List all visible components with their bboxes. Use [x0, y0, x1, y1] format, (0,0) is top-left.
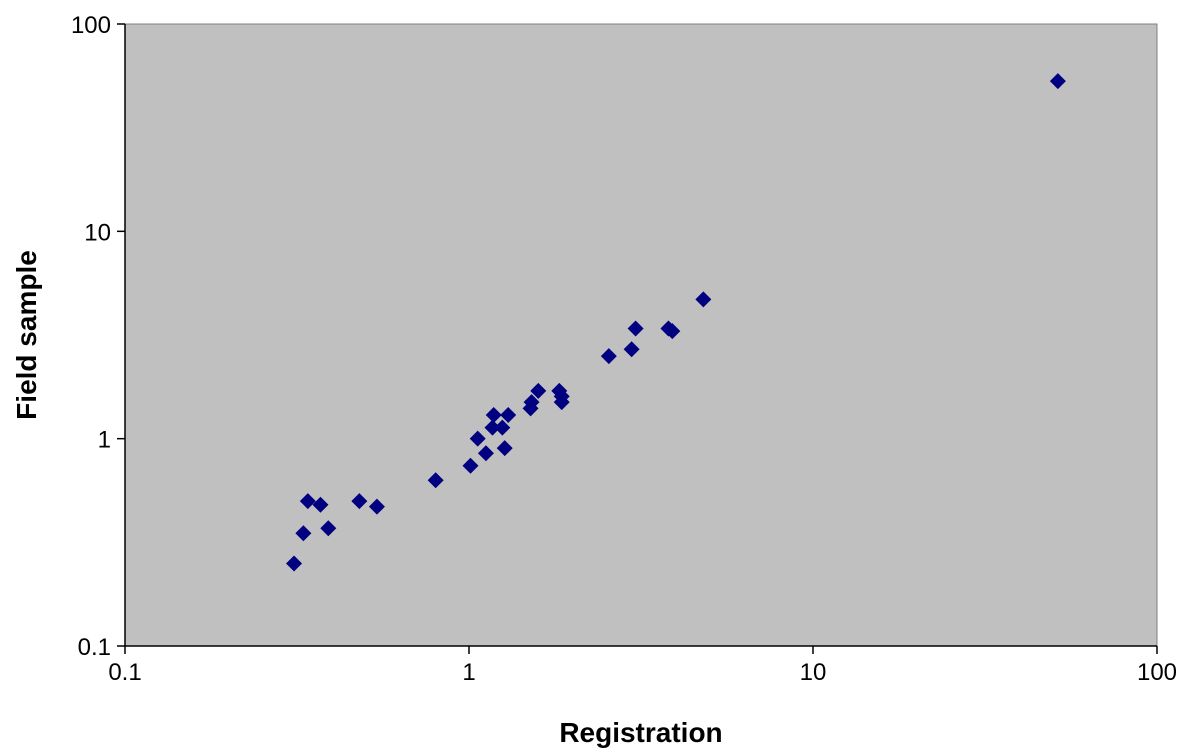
data-point: [494, 419, 511, 436]
y-axis-title: Field sample: [11, 250, 42, 420]
data-point: [295, 525, 312, 542]
data-point: [351, 493, 368, 510]
data-point: [462, 457, 479, 474]
data-points: [286, 73, 1066, 572]
data-point: [500, 407, 517, 424]
data-point: [695, 291, 712, 308]
y-tick-label: 1: [98, 427, 111, 454]
x-tick-label: 1: [462, 659, 475, 686]
data-point: [623, 341, 640, 358]
x-axis-title: Registration: [559, 717, 722, 748]
data-point: [484, 419, 501, 436]
data-point: [530, 382, 547, 399]
data-point: [600, 348, 617, 365]
x-tick-label: 10: [800, 659, 827, 686]
y-tick-label: 100: [71, 12, 111, 39]
data-point: [477, 445, 494, 462]
data-point: [312, 496, 329, 513]
x-axis-ticks: 0.1 1 10 100: [108, 646, 1177, 686]
data-point: [496, 440, 513, 457]
data-point: [1049, 73, 1066, 90]
y-tick-label: 0.1: [78, 634, 111, 661]
data-point: [286, 555, 303, 572]
y-tick-label: 10: [84, 219, 111, 246]
x-tick-label: 100: [1137, 659, 1177, 686]
data-point: [427, 472, 444, 489]
data-point: [368, 498, 385, 515]
x-tick-label: 0.1: [108, 659, 141, 686]
data-point: [523, 394, 540, 411]
data-point: [664, 323, 681, 340]
plot-area: [124, 23, 1158, 647]
data-point: [469, 430, 486, 447]
y-axis-ticks: 0.1 1 10 100: [71, 12, 125, 661]
data-point: [627, 320, 644, 337]
data-point: [553, 394, 570, 411]
data-point: [485, 407, 502, 424]
data-point: [299, 493, 316, 510]
data-point: [320, 520, 337, 537]
